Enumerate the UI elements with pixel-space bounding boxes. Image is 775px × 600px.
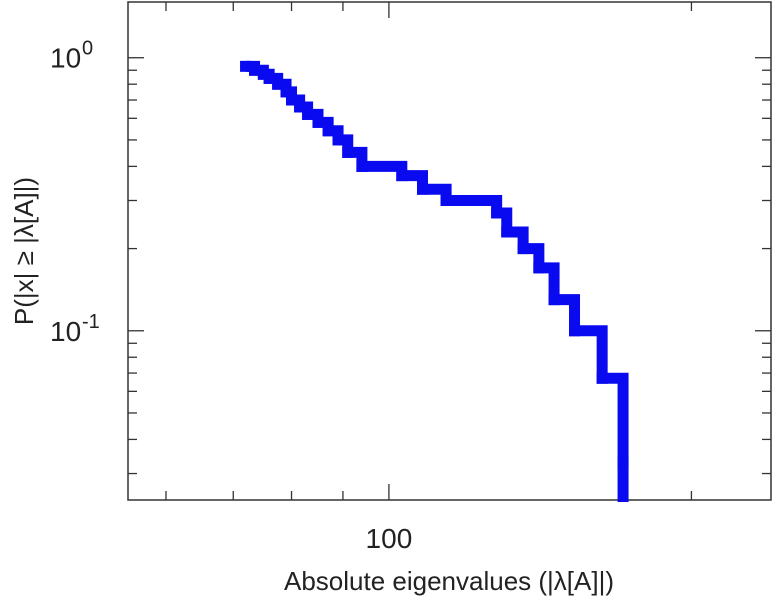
data-point <box>263 72 275 84</box>
data-point <box>491 207 503 219</box>
data-point <box>257 68 269 80</box>
y-axis-label: P(|x| ≥ |λ[A]|) <box>9 177 39 325</box>
y-tick-exponent: -1 <box>82 311 100 333</box>
data-point <box>332 134 344 146</box>
data-point <box>356 160 368 172</box>
x-tick-label: 100 <box>366 523 413 554</box>
series-line <box>245 60 629 502</box>
x-tick-labels: 100 <box>366 523 413 554</box>
data-point <box>396 170 408 182</box>
data-point <box>517 243 529 255</box>
y-tick-label: 10 -1 <box>50 311 100 347</box>
data-point <box>533 262 545 274</box>
data-point <box>280 86 292 98</box>
y-tick-label: 10 0 <box>50 38 93 74</box>
data-point <box>617 456 629 468</box>
y-tick-exponent: 0 <box>82 38 93 60</box>
data-point <box>440 194 452 206</box>
data-point <box>294 101 306 113</box>
data-point <box>302 108 314 120</box>
data-point <box>286 94 298 106</box>
plot-frame <box>127 1 772 501</box>
y-tick-base: 10 <box>50 316 81 347</box>
data-point <box>272 78 284 90</box>
minor-ticks <box>128 2 771 500</box>
data-point <box>596 372 608 384</box>
data-point <box>312 116 324 128</box>
data-point <box>569 325 581 337</box>
major-ticks <box>128 2 771 500</box>
data-point <box>322 125 334 137</box>
series-layer <box>240 60 629 502</box>
data-point <box>417 183 429 195</box>
data-point <box>548 294 560 306</box>
data-point <box>342 146 354 158</box>
data-point <box>240 60 252 72</box>
x-axis-label: Absolute eigenvalues (|λ[A]|) <box>284 566 614 596</box>
data-point <box>501 226 513 238</box>
y-tick-base: 10 <box>50 43 81 74</box>
data-point <box>249 64 261 76</box>
